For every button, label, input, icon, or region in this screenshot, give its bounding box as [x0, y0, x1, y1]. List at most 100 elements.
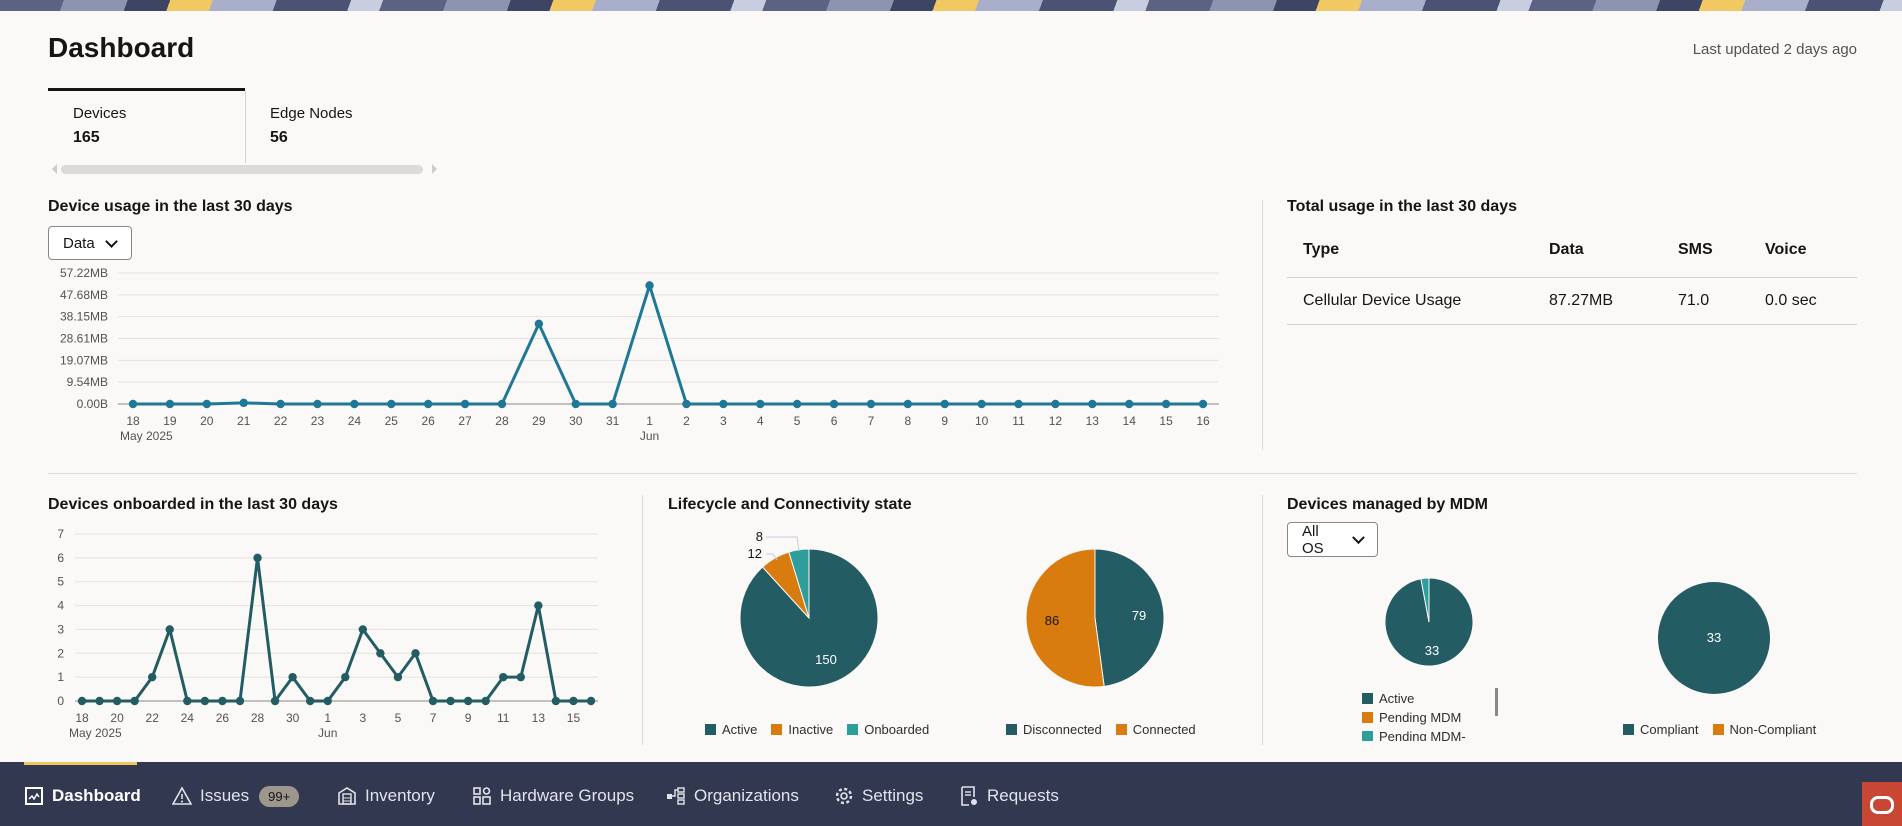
data-point [903, 399, 913, 409]
y-tick-label: 38.15MB [60, 310, 108, 324]
legend-scrollbar[interactable] [1495, 688, 1498, 716]
data-point [235, 696, 245, 706]
y-tick-label: 2 [57, 646, 64, 660]
inventory-icon [338, 787, 356, 805]
nav-item-dashboard[interactable]: Dashboard [24, 782, 141, 810]
data-point [276, 399, 285, 409]
scroll-right-arrow[interactable] [432, 164, 437, 174]
gear-icon [835, 787, 853, 805]
data-point [305, 696, 315, 706]
data-point [586, 696, 596, 706]
tab-edge-nodes[interactable]: Edge Nodes 56 [245, 91, 442, 166]
legend-swatch [1712, 724, 1724, 735]
scroll-left-arrow[interactable] [52, 164, 57, 174]
legend-item[interactable]: Active [705, 722, 757, 737]
data-point [148, 672, 157, 682]
tab-divider [245, 91, 246, 163]
x-tick-label: 15 [567, 711, 581, 725]
x-tick-label: 8 [904, 414, 911, 428]
x-tick-label: 24 [181, 711, 195, 725]
legend-item[interactable]: Active [1362, 689, 1492, 708]
x-tick-label: 26 [216, 711, 230, 725]
legend-label: Non-Compliant [1729, 722, 1817, 737]
data-point [323, 696, 332, 706]
legend-item[interactable]: Disconnected [1006, 722, 1102, 737]
legend-swatch [1115, 724, 1127, 735]
os-dropdown[interactable]: All OS [1287, 522, 1378, 557]
tabs-scrollbar[interactable] [61, 165, 423, 174]
nav-item-requests[interactable]: Requests [959, 782, 1059, 810]
x-tick-label: 30 [569, 414, 583, 428]
x-tick-label: 1 [646, 414, 653, 428]
legend-item[interactable]: Pending MDM-Wiped [1362, 727, 1492, 741]
leader-line [766, 553, 778, 561]
pie-slice [1658, 582, 1770, 694]
data-point [516, 672, 525, 682]
x-tick-label: 9 [465, 711, 472, 725]
cell-data: 87.27MB [1549, 292, 1614, 309]
section-divider [1262, 495, 1263, 745]
legend-item[interactable]: Pending MDM [1362, 708, 1492, 727]
tab-label: Edge Nodes [270, 105, 353, 122]
data-point [866, 399, 876, 409]
nav-item-organizations[interactable]: Organizations [666, 782, 799, 810]
warning-icon [172, 786, 192, 805]
data-point [350, 399, 359, 409]
data-point [112, 696, 122, 706]
legend-item[interactable]: Inactive [771, 722, 833, 737]
nav-label: Inventory [365, 786, 435, 805]
legend-item[interactable]: Compliant [1623, 722, 1699, 737]
x-tick-label: 19 [163, 414, 177, 428]
data-point [497, 399, 507, 409]
y-tick-label: 47.68MB [60, 288, 108, 302]
x-tick-label: 16 [1196, 414, 1210, 428]
x-tick-label: 24 [348, 414, 362, 428]
data-point [977, 399, 986, 409]
oracle-logo[interactable] [1862, 782, 1902, 826]
data-point [1161, 399, 1171, 409]
x-tick-label: 14 [1123, 414, 1137, 428]
legend-item[interactable]: Onboarded [847, 722, 929, 737]
compliance-legend: Compliant Non-Compliant [1623, 722, 1816, 737]
x-tick-label: 3 [720, 414, 727, 428]
legend-swatch [1362, 731, 1373, 741]
x-tick-label: 31 [606, 414, 620, 428]
x-tick-label: 3 [359, 711, 366, 725]
lifecycle-title: Lifecycle and Connectivity state [668, 496, 912, 513]
data-point [341, 672, 350, 682]
usage-type-dropdown[interactable]: Data [48, 226, 132, 260]
x-group-label: May 2025 [69, 726, 122, 740]
legend-swatch [847, 724, 859, 735]
dropdown-value: Data [63, 234, 95, 252]
data-point [165, 399, 175, 409]
table-row-line [1287, 324, 1857, 325]
nav-item-hardware-groups[interactable]: Hardware Groups [472, 782, 634, 810]
x-tick-label: 29 [532, 414, 546, 428]
legend-label: Active [1379, 691, 1415, 706]
x-tick-label: 21 [237, 414, 251, 428]
data-point [551, 696, 561, 706]
nav-label: Dashboard [52, 786, 141, 805]
connectivity-legend: Disconnected Connected [1006, 722, 1196, 737]
header-banner [0, 0, 1902, 11]
section-divider [1262, 200, 1263, 450]
y-tick-label: 7 [57, 527, 64, 541]
legend-label: Compliant [1640, 722, 1699, 737]
y-tick-label: 6 [57, 551, 64, 565]
nav-item-inventory[interactable]: Inventory [337, 782, 435, 810]
page-title: Dashboard [48, 32, 195, 63]
x-tick-label: 15 [1159, 414, 1173, 428]
legend-item[interactable]: Connected [1115, 722, 1196, 737]
nav-label: Hardware Groups [500, 786, 635, 805]
data-point [270, 696, 280, 706]
y-tick-label: 1 [57, 670, 64, 684]
nav-label: Organizations [694, 786, 799, 805]
data-point [682, 399, 691, 409]
row-divider [48, 473, 1857, 474]
legend-item[interactable]: Non-Compliant [1712, 722, 1817, 737]
tab-devices[interactable]: Devices 165 [48, 88, 245, 166]
data-point [571, 399, 580, 409]
nav-item-settings[interactable]: Settings [834, 782, 923, 810]
nav-item-issues[interactable]: Issues 99+ [172, 782, 300, 810]
legend-swatch [1623, 724, 1634, 735]
